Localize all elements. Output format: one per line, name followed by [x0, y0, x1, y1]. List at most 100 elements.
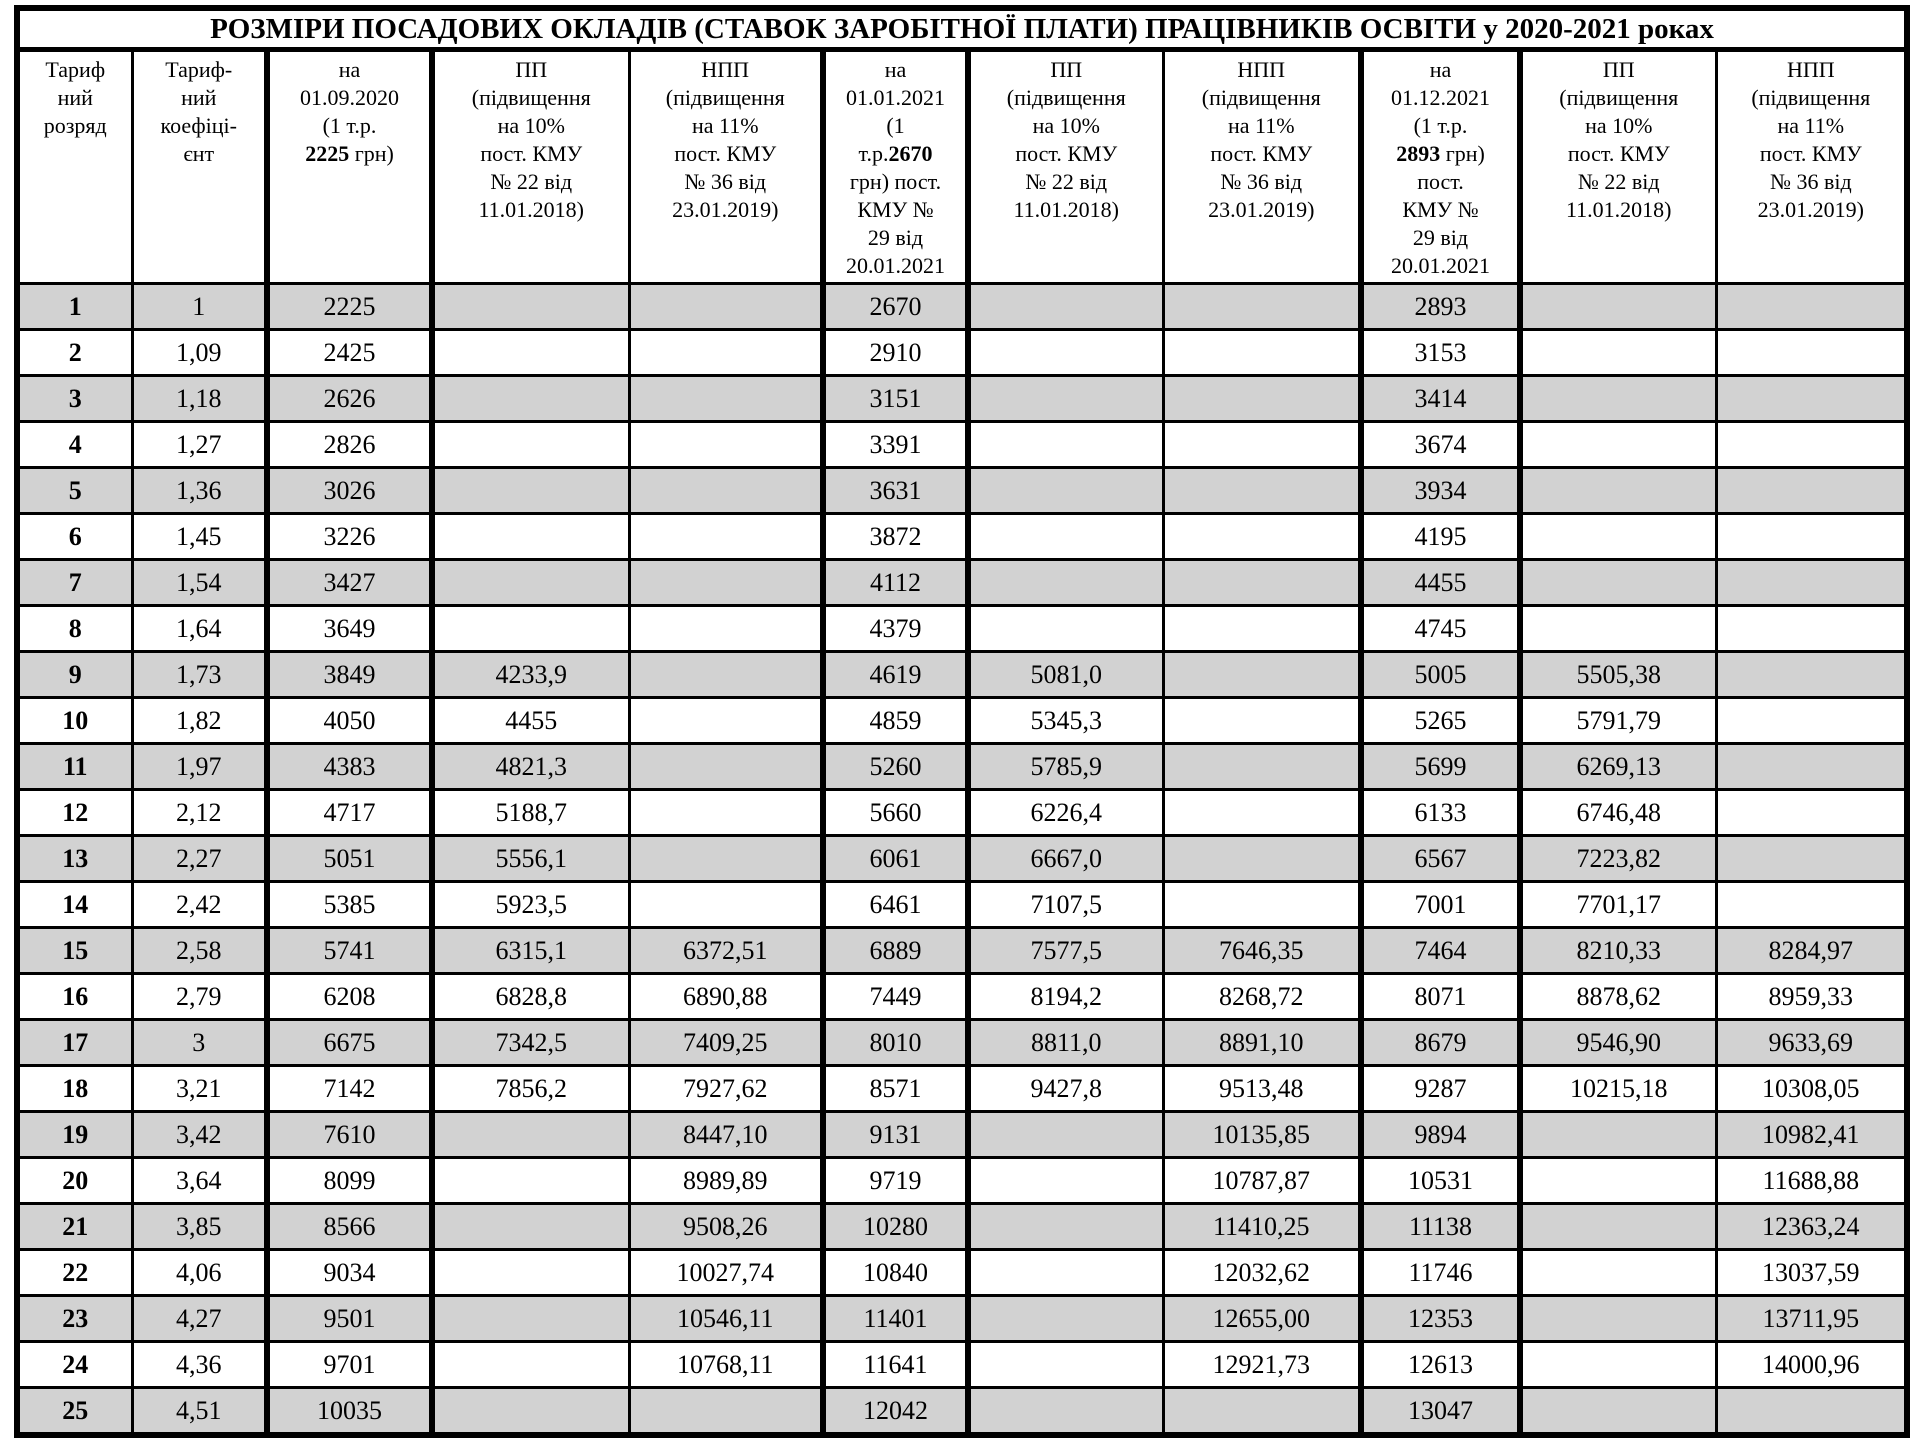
cell-pp_dec: 6746,48 [1517, 788, 1718, 837]
cell-rank: 9 [15, 650, 134, 699]
cell-coef: 3,42 [130, 1110, 269, 1159]
cell-jan2021: 3872 [820, 512, 970, 561]
cell-dec2021: 3674 [1358, 420, 1522, 469]
cell-sep2020: 3649 [264, 604, 434, 653]
cell-dec2021: 4195 [1358, 512, 1522, 561]
cell-sep2020: 9034 [264, 1248, 434, 1297]
col-header-salary-dec2021: на 01.12.2021 (1 т.р. 2893 грн) пост. КМ… [1358, 48, 1522, 285]
cell-rank: 10 [15, 696, 134, 745]
cell-coef: 4,27 [130, 1294, 269, 1343]
cell-jan2021: 6889 [820, 926, 970, 975]
cell-npp_jan [1161, 420, 1363, 469]
table-row: 2 1,09 2425 2910 3153 [15, 328, 1909, 377]
cell-pp2020 [429, 374, 631, 423]
cell-npp_jan [1161, 834, 1363, 883]
cell-sep2020: 6675 [264, 1018, 434, 1067]
cell-pp2020 [429, 420, 631, 469]
table-row: 24 4,36 9701 10768,11 11641 12921,73 12613 1400… [15, 1340, 1909, 1389]
cell-coef: 3 [130, 1018, 269, 1067]
cell-npp2020 [627, 604, 825, 653]
cell-npp_jan [1161, 696, 1363, 745]
cell-npp_dec: 14000,96 [1714, 1340, 1909, 1389]
cell-pp_dec: 5791,79 [1517, 696, 1718, 745]
col-header-tariff-coefficient: Тариф- ний коефіці- єнт [130, 48, 269, 285]
cell-pp_dec [1517, 512, 1718, 561]
cell-rank: 23 [15, 1294, 134, 1343]
cell-sep2020: 4050 [264, 696, 434, 745]
cell-pp_jan [965, 1248, 1165, 1297]
cell-rank: 25 [15, 1386, 134, 1437]
cell-npp_dec: 11688,88 [1714, 1156, 1909, 1205]
cell-pp_dec [1517, 328, 1718, 377]
page-title: РОЗМІРИ ПОСАДОВИХ ОКЛАДІВ (СТАВОК ЗАРОБІ… [15, 6, 1909, 52]
cell-rank: 5 [15, 466, 134, 515]
cell-npp_jan: 8891,10 [1161, 1018, 1363, 1067]
cell-npp_jan [1161, 742, 1363, 791]
cell-npp2020 [627, 696, 825, 745]
cell-npp_jan: 10787,87 [1161, 1156, 1363, 1205]
cell-npp2020 [627, 328, 825, 377]
cell-pp_jan [965, 1294, 1165, 1343]
cell-pp_jan: 5785,9 [965, 742, 1165, 791]
cell-dec2021: 9894 [1358, 1110, 1522, 1159]
cell-coef: 1,64 [130, 604, 269, 653]
cell-jan2021: 12042 [820, 1386, 970, 1437]
cell-sep2020: 5385 [264, 880, 434, 929]
cell-jan2021: 10840 [820, 1248, 970, 1297]
cell-dec2021: 6133 [1358, 788, 1522, 837]
cell-pp_dec [1517, 1156, 1718, 1205]
cell-npp2020: 6372,51 [627, 926, 825, 975]
cell-pp_jan: 7107,5 [965, 880, 1165, 929]
col-header-pp-2020: ПП (підвищення на 10% пост. КМУ № 22 від… [429, 48, 631, 285]
cell-pp_jan: 7577,5 [965, 926, 1165, 975]
cell-npp_dec [1714, 834, 1909, 883]
cell-npp_dec [1714, 420, 1909, 469]
cell-jan2021: 2670 [820, 282, 970, 331]
cell-pp_jan [965, 374, 1165, 423]
cell-rank: 3 [15, 374, 134, 423]
cell-npp2020: 8989,89 [627, 1156, 825, 1205]
header-text: на 01.12.2021 (1 т.р. [1391, 57, 1490, 138]
cell-rank: 22 [15, 1248, 134, 1297]
cell-npp_jan: 10135,85 [1161, 1110, 1363, 1159]
cell-dec2021: 11138 [1358, 1202, 1522, 1251]
cell-npp_dec [1714, 512, 1909, 561]
cell-npp2020 [627, 466, 825, 515]
cell-sep2020: 5051 [264, 834, 434, 883]
cell-pp2020 [429, 466, 631, 515]
cell-npp_dec [1714, 466, 1909, 515]
cell-jan2021: 4379 [820, 604, 970, 653]
title-row: РОЗМІРИ ПОСАДОВИХ ОКЛАДІВ (СТАВОК ЗАРОБІ… [15, 6, 1909, 52]
cell-pp2020: 4821,3 [429, 742, 631, 791]
cell-npp_dec [1714, 650, 1909, 699]
cell-npp_dec [1714, 282, 1909, 331]
cell-rank: 1 [15, 282, 134, 331]
cell-coef: 3,85 [130, 1202, 269, 1251]
cell-npp_jan: 7646,35 [1161, 926, 1363, 975]
col-header-tariff-rank: Тариф ний розряд [15, 48, 134, 285]
cell-rank: 4 [15, 420, 134, 469]
cell-coef: 3,64 [130, 1156, 269, 1205]
cell-npp2020: 10546,11 [627, 1294, 825, 1343]
cell-jan2021: 4619 [820, 650, 970, 699]
cell-jan2021: 11401 [820, 1294, 970, 1343]
cell-jan2021: 6061 [820, 834, 970, 883]
cell-npp_jan [1161, 880, 1363, 929]
cell-pp_dec [1517, 1248, 1718, 1297]
cell-coef: 2,12 [130, 788, 269, 837]
cell-pp_dec: 7701,17 [1517, 880, 1718, 929]
cell-sep2020: 3427 [264, 558, 434, 607]
cell-jan2021: 5660 [820, 788, 970, 837]
table-row: 13 2,27 5051 5556,1 6061 6667,0 6567 7223,82 [15, 834, 1909, 883]
table-row: 22 4,06 9034 10027,74 10840 12032,62 11746 1303… [15, 1248, 1909, 1297]
cell-jan2021: 2910 [820, 328, 970, 377]
cell-rank: 7 [15, 558, 134, 607]
cell-dec2021: 3153 [1358, 328, 1522, 377]
table-row: 14 2,42 5385 5923,5 6461 7107,5 7001 7701,17 [15, 880, 1909, 929]
cell-npp_dec [1714, 558, 1909, 607]
cell-dec2021: 13047 [1358, 1386, 1522, 1437]
cell-npp2020: 7927,62 [627, 1064, 825, 1113]
cell-rank: 14 [15, 880, 134, 929]
table-row: 16 2,79 6208 6828,8 6890,88 7449 8194,2 8268,72… [15, 972, 1909, 1021]
cell-sep2020: 4383 [264, 742, 434, 791]
